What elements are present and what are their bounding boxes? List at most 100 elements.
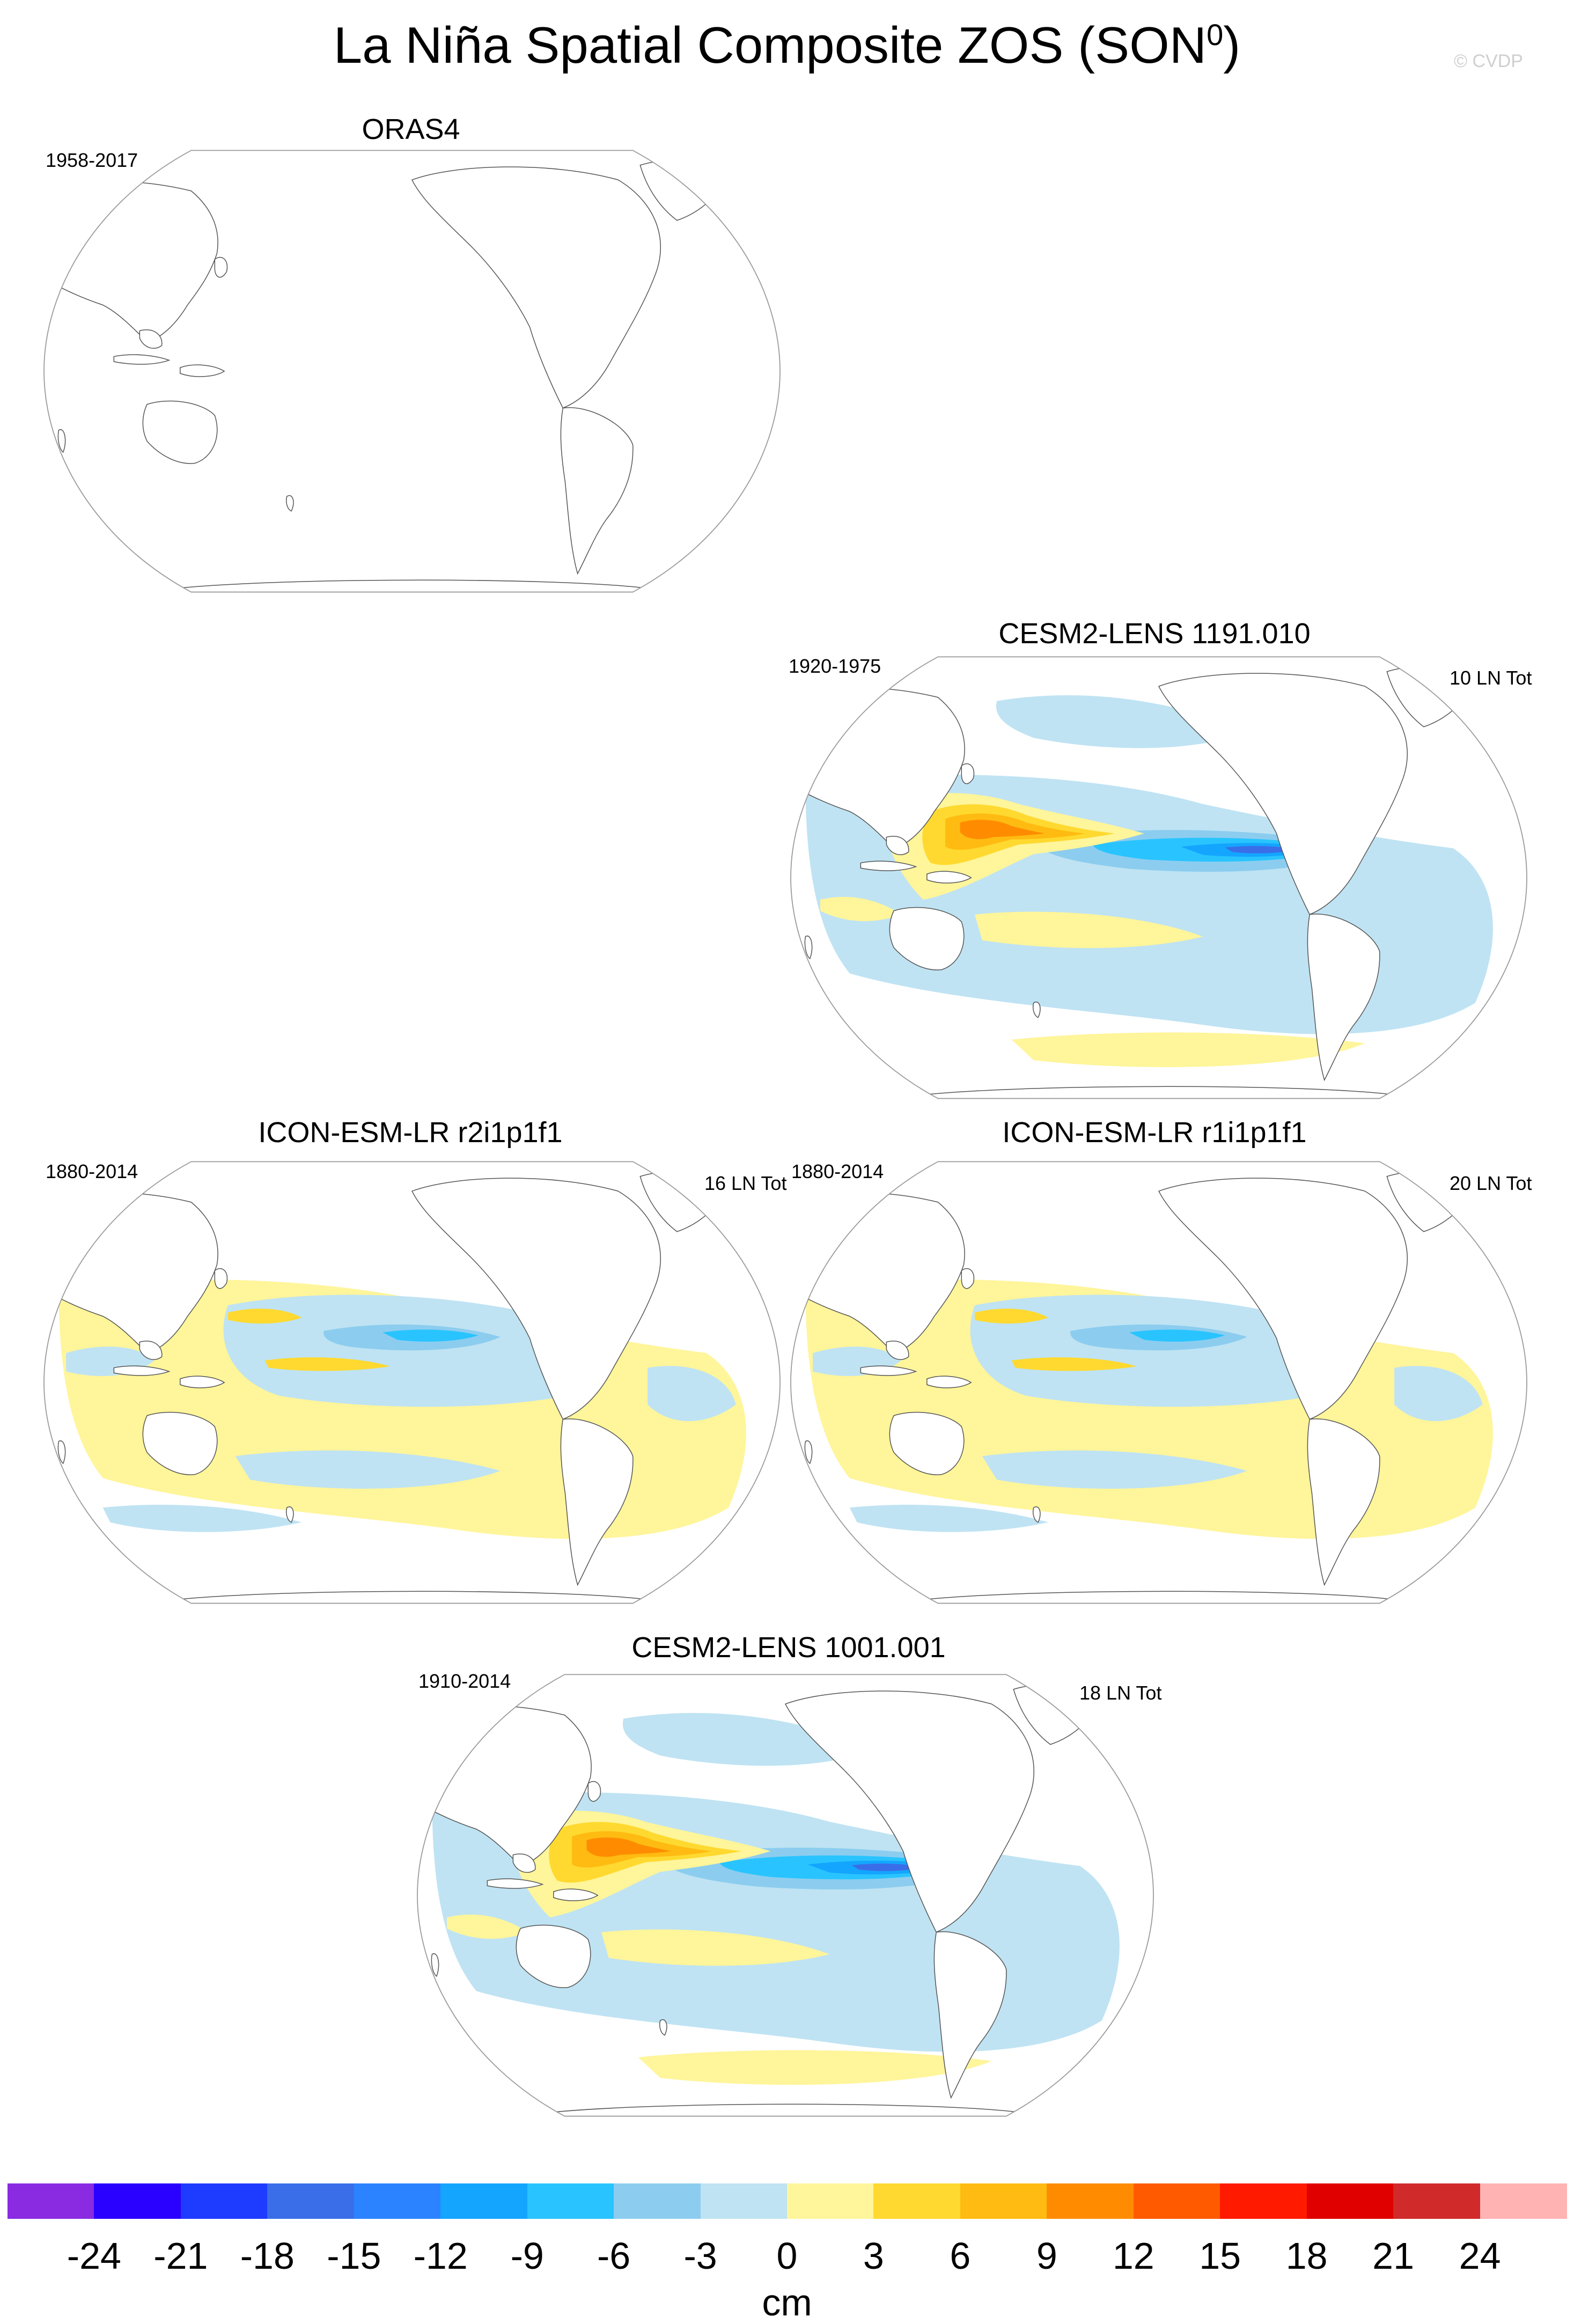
map-cesm2-1001 <box>417 1674 1154 2117</box>
colorbar-swatch <box>1480 2183 1567 2219</box>
anomaly-pos-region <box>820 896 901 922</box>
borneo-landmass <box>139 1341 163 1360</box>
panel-period-cesm2-1001: 1910-2014 <box>418 1670 511 1692</box>
antarctica-landmass <box>549 2104 1021 2116</box>
colorbar-tick-label: 21 <box>1372 2235 1415 2277</box>
madagascar-landmass <box>804 935 813 960</box>
map-oras4 <box>43 150 781 593</box>
new-zealand-landmass <box>1032 1506 1041 1523</box>
colorbar-tick-label: 18 <box>1285 2235 1328 2277</box>
anomaly-pos-region <box>960 820 1045 840</box>
colorbar-swatch <box>267 2183 355 2219</box>
antarctica-landmass <box>176 579 648 592</box>
anomaly-pos-region <box>975 1308 1049 1324</box>
figure-title-close: ) <box>1223 17 1241 74</box>
panel-period-icon-r1: 1880-2014 <box>791 1160 884 1182</box>
borneo-landmass <box>512 1854 536 1873</box>
colorbar-swatch <box>180 2183 268 2219</box>
colorbar <box>8 2183 1567 2219</box>
colorbar-swatch <box>614 2183 701 2219</box>
greenland-landmass <box>639 1171 729 1232</box>
colorbar-tick-label: -9 <box>510 2235 544 2277</box>
colorbar-swatch <box>94 2183 181 2219</box>
madagascar-landmass <box>804 1440 813 1465</box>
new-guinea-landmass <box>926 871 972 884</box>
new-zealand-landmass <box>285 1506 294 1523</box>
panel-count-cesm2-1001: 18 LN Tot <box>1079 1682 1162 1704</box>
colorbar-tick-label: -21 <box>153 2235 208 2277</box>
colorbar-tick-label: -12 <box>413 2235 468 2277</box>
anomaly-neg-region <box>223 1295 591 1407</box>
greenland-landmass <box>639 159 729 221</box>
japan-landmass <box>214 256 228 278</box>
anomaly-pos-region <box>446 1914 528 1939</box>
map-boundary <box>43 150 781 593</box>
indonesia-landmass <box>860 1365 917 1376</box>
north-america-landmass <box>1158 673 1408 915</box>
australia-landmass <box>889 1411 965 1475</box>
map-icon-r1 <box>790 1161 1527 1604</box>
panel-count-icon-r1: 20 LN Tot <box>1450 1172 1532 1194</box>
borneo-landmass <box>886 836 909 855</box>
north-america-landmass <box>1158 1178 1408 1420</box>
panel-period-oras4: 1958-2017 <box>46 149 138 171</box>
anomaly-neg-region <box>849 1504 1049 1532</box>
colorbar-tick-label: 24 <box>1459 2235 1501 2277</box>
colorbar-tick-label: -24 <box>67 2235 121 2277</box>
anomaly-neg-region <box>622 1712 874 1766</box>
australia-landmass <box>516 1924 591 1988</box>
antarctica-landmass <box>923 1086 1395 1099</box>
indonesia-landmass <box>113 354 171 365</box>
greenland-landmass <box>1013 1683 1102 1745</box>
madagascar-landmass <box>57 1440 66 1465</box>
map-field <box>44 159 729 592</box>
colorbar-tick-label: 6 <box>950 2235 971 2277</box>
anomaly-neg-region <box>996 695 1247 748</box>
asia-landmass <box>44 181 218 342</box>
panel-period-cesm2-1191: 1920-1975 <box>789 655 881 677</box>
panel-title-cesm2-1191: CESM2-LENS 1191.010 <box>998 617 1311 650</box>
anomaly-pos-region <box>601 1929 830 1966</box>
new-guinea-landmass <box>553 1888 599 1901</box>
colorbar-swatch <box>873 2183 961 2219</box>
japan-landmass <box>214 1268 228 1289</box>
panel-count-cesm2-1191: 10 LN Tot <box>1450 667 1532 689</box>
new-guinea-landmass <box>180 364 225 377</box>
colorbar-tick-label: 9 <box>1036 2235 1057 2277</box>
panel-title-cesm2-1001: CESM2-LENS 1001.001 <box>631 1631 946 1664</box>
north-america-landmass <box>411 166 661 409</box>
colorbar-swatch <box>1047 2183 1134 2219</box>
map-field <box>791 666 1493 1099</box>
north-america-landmass <box>411 1178 661 1420</box>
copyright-label: © CVDP <box>1454 51 1523 71</box>
japan-landmass <box>961 763 975 784</box>
antarctica-landmass <box>176 1591 648 1604</box>
greenland-landmass <box>1386 1171 1476 1232</box>
madagascar-landmass <box>431 1953 439 1977</box>
anomaly-neg-region <box>1225 845 1297 854</box>
south-america-landmass <box>1307 914 1380 1082</box>
panel-count-icon-r2: 16 LN Tot <box>704 1172 787 1194</box>
colorbar-swatch <box>700 2183 788 2219</box>
anomaly-neg-region <box>970 1295 1338 1407</box>
map-cesm2-1191 <box>790 656 1527 1099</box>
colorbar-tick-label: 12 <box>1112 2235 1154 2277</box>
anomaly-pos-region <box>228 1308 302 1324</box>
map-field <box>44 1171 746 1604</box>
anomaly-pos-region <box>586 1837 672 1857</box>
anomaly-neg-region <box>851 1863 924 1871</box>
colorbar-swatch <box>1220 2183 1307 2219</box>
anomaly-neg-region <box>648 1366 736 1422</box>
anomaly-neg-region <box>1394 1366 1483 1422</box>
australia-landmass <box>142 400 218 464</box>
new-zealand-landmass <box>659 2019 667 2036</box>
anomaly-pos-region <box>1011 1032 1365 1068</box>
anomaly-pos-region <box>264 1357 390 1371</box>
japan-landmass <box>961 1268 975 1289</box>
colorbar-swatch <box>1133 2183 1220 2219</box>
colorbar-swatch <box>787 2183 874 2219</box>
madagascar-landmass <box>57 429 66 453</box>
colorbar-tick-label: -18 <box>240 2235 295 2277</box>
new-guinea-landmass <box>926 1376 972 1388</box>
anomaly-neg-region <box>102 1504 302 1532</box>
